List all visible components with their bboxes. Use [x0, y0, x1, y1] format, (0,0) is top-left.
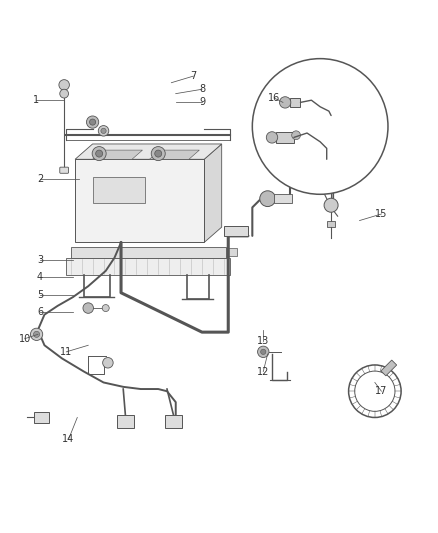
Circle shape: [92, 147, 106, 160]
Bar: [326, 221, 335, 227]
Bar: [33, 412, 49, 423]
Circle shape: [291, 131, 300, 140]
Circle shape: [95, 150, 102, 157]
Polygon shape: [75, 144, 221, 159]
Text: 1: 1: [32, 95, 39, 105]
Text: 9: 9: [198, 98, 205, 107]
Polygon shape: [149, 150, 199, 159]
Circle shape: [86, 116, 99, 128]
Circle shape: [252, 59, 387, 195]
Circle shape: [59, 79, 69, 90]
Bar: [164, 415, 182, 429]
Bar: [274, 195, 291, 203]
Text: 12: 12: [257, 367, 269, 376]
Bar: [226, 248, 237, 255]
Circle shape: [60, 89, 68, 98]
Circle shape: [89, 119, 95, 125]
Bar: [92, 177, 145, 203]
Text: 13: 13: [257, 336, 269, 346]
Text: 4: 4: [37, 272, 43, 282]
Bar: [117, 415, 134, 429]
Polygon shape: [92, 150, 142, 159]
Text: 15: 15: [374, 209, 387, 219]
Text: 3: 3: [37, 255, 43, 265]
Bar: [380, 360, 396, 376]
Polygon shape: [204, 144, 221, 243]
Circle shape: [259, 191, 275, 207]
Circle shape: [260, 349, 265, 354]
Circle shape: [101, 128, 106, 133]
Circle shape: [279, 96, 290, 108]
Bar: [71, 247, 226, 258]
Circle shape: [323, 198, 337, 212]
Bar: [276, 132, 293, 143]
Bar: [75, 159, 204, 243]
Circle shape: [348, 365, 400, 417]
Circle shape: [102, 358, 113, 368]
Circle shape: [151, 147, 165, 160]
Circle shape: [154, 150, 161, 157]
Circle shape: [266, 132, 277, 143]
Text: 17: 17: [374, 386, 387, 396]
Text: 5: 5: [37, 290, 43, 300]
Text: 14: 14: [62, 434, 74, 445]
Circle shape: [354, 371, 394, 411]
Text: 8: 8: [198, 84, 205, 94]
Circle shape: [30, 328, 42, 341]
Circle shape: [102, 304, 109, 312]
Text: 16: 16: [268, 93, 280, 103]
Text: 10: 10: [18, 334, 31, 344]
Text: 11: 11: [60, 347, 72, 357]
Circle shape: [83, 303, 93, 313]
Circle shape: [98, 126, 109, 136]
FancyBboxPatch shape: [60, 167, 68, 173]
Bar: [66, 258, 230, 275]
Circle shape: [33, 332, 39, 337]
Text: 2: 2: [37, 174, 43, 184]
Text: 7: 7: [190, 71, 196, 81]
Circle shape: [257, 346, 268, 358]
Bar: [289, 98, 300, 107]
Text: 6: 6: [37, 308, 43, 318]
Bar: [223, 226, 247, 236]
